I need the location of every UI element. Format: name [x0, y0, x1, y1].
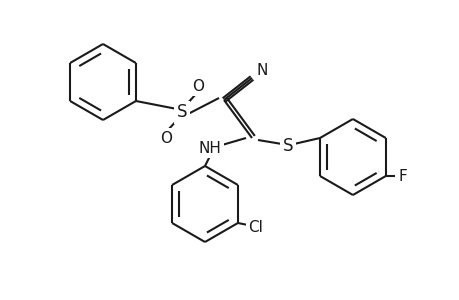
- Text: O: O: [191, 79, 203, 94]
- Text: F: F: [397, 169, 406, 184]
- Text: NH: NH: [198, 140, 221, 155]
- Text: O: O: [160, 130, 172, 146]
- Text: N: N: [256, 62, 267, 77]
- Text: S: S: [282, 137, 293, 155]
- Text: Cl: Cl: [248, 220, 263, 235]
- Text: S: S: [176, 103, 187, 121]
